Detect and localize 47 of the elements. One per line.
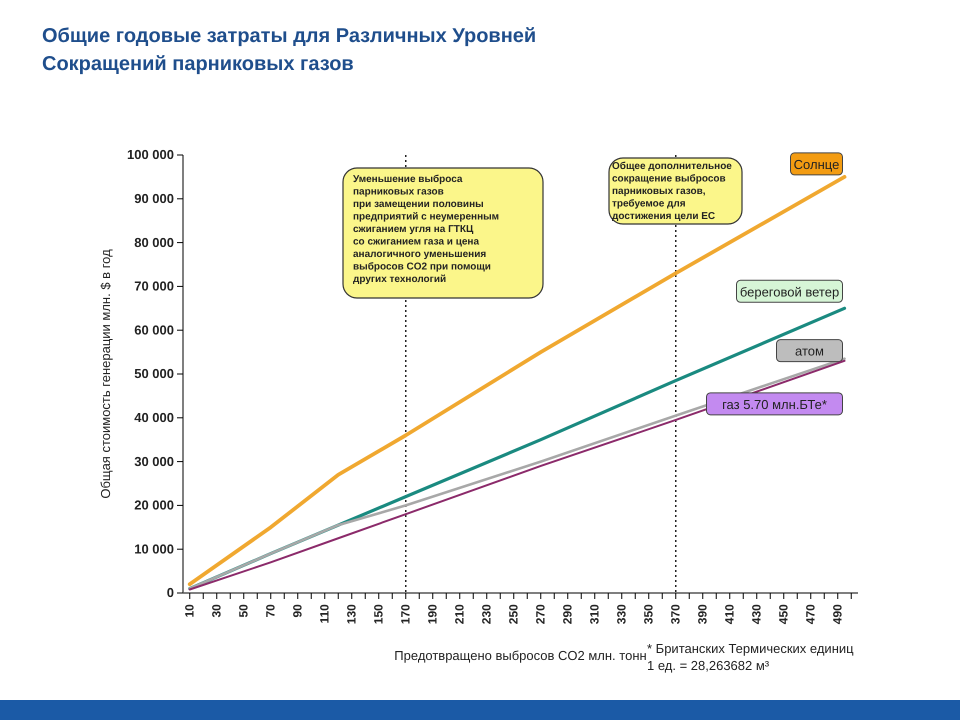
text: * Британских Термических единиц 1 ед. = 28,263682 м³	[647, 641, 854, 673]
series-label: береговой ветер	[740, 284, 840, 300]
y-tick-label: 40 000	[134, 410, 174, 425]
ref-line-label: Общее дополнительное сокращение выбросов парниковых газов, требуемое для достижения цели ЕС	[612, 161, 732, 222]
x-tick-label: 430	[750, 604, 764, 624]
x-tick-label: 190	[426, 604, 440, 624]
x-tick-label: 250	[506, 604, 521, 624]
y-tick-label: 30 000	[134, 454, 174, 469]
x-tick-label: 130	[344, 604, 359, 624]
text: Уменьшение выброса парниковых газов при замещении половины предприятий с неумеренным сжиганием угля на ГТКЦ со сжиганием газа и цена аналогичного уменьшения выбросов CO2 при помощи других технологий	[353, 174, 500, 285]
x-tick-label: 490	[830, 604, 845, 624]
x-tick-label: 90	[290, 604, 305, 618]
y-tick-label: 70 000	[134, 278, 174, 294]
line-series	[188, 175, 846, 586]
x-tick-label: 310	[588, 604, 602, 624]
x-tick-label: 170	[398, 604, 413, 624]
x-tick-label: 150	[372, 604, 386, 624]
y-tick-label: 50 000	[134, 366, 174, 382]
y-tick-label: 60 000	[134, 322, 174, 338]
x-tick-label: 110	[318, 604, 332, 624]
x-tick-label: 470	[804, 604, 818, 624]
x-tick-label: 270	[534, 604, 548, 624]
y-tick-label: 90 000	[134, 190, 174, 206]
y-tick-label: 10 000	[134, 541, 174, 556]
x-tick-label: 330	[614, 604, 629, 624]
x-tick-label: 350	[642, 604, 656, 624]
x-tick-label: 390	[696, 604, 710, 624]
x-tick-label: 450	[776, 604, 791, 624]
y-tick-label: 100 000	[127, 147, 174, 162]
series-label: атом	[795, 344, 824, 359]
y-tick-label: 80 000	[134, 234, 174, 250]
x-tick-label: 50	[236, 604, 251, 618]
series-label: газ 5.70 млн.БТе*	[722, 396, 827, 412]
chart-title: Общие годовые затраты для Различных Уровней Сокращений парниковых газов	[42, 25, 536, 75]
x-tick-label: 230	[480, 604, 494, 624]
y-tick-label: 20 000	[134, 498, 174, 513]
x-tick-label: 410	[722, 604, 737, 624]
y-axis-title: Общая стоимость генерации млн. $ в год	[98, 248, 113, 499]
x-tick-label: 210	[452, 604, 467, 624]
series-label: Солнце	[794, 156, 840, 172]
x-tick-label: 70	[264, 604, 278, 618]
x-axis-title: Предотвращено выбросов CO2 млн. тонн	[394, 648, 647, 663]
y-tick-label: 0	[166, 585, 174, 600]
x-tick-label: 10	[182, 604, 197, 618]
x-tick-label: 370	[668, 604, 683, 624]
x-tick-label: 30	[210, 604, 224, 618]
x-tick-label: 290	[560, 604, 575, 624]
